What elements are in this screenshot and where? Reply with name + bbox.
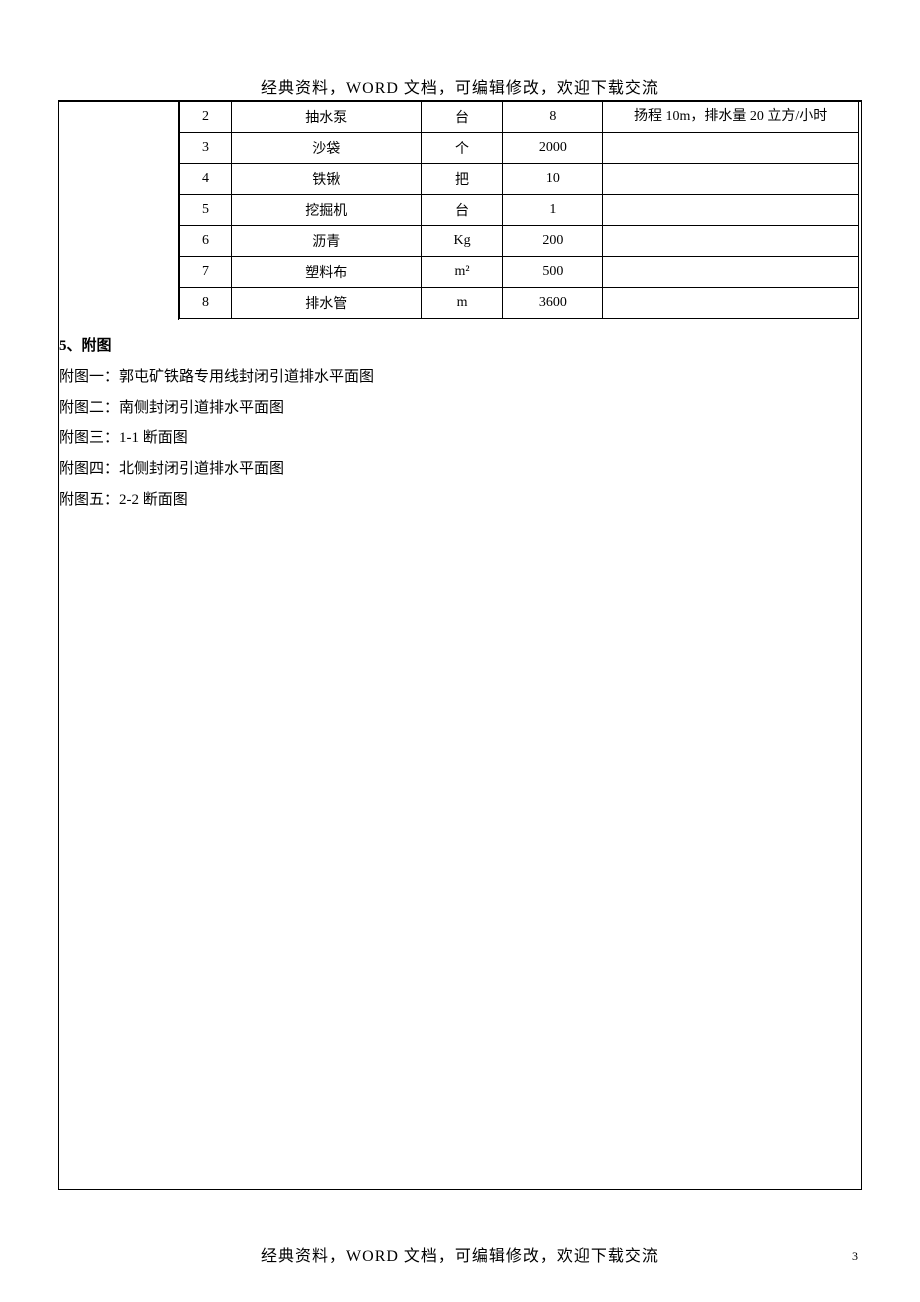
cell-note <box>603 133 859 164</box>
attachment-line: 附图一：郭屯矿铁路专用线封闭引道排水平面图 <box>59 362 861 393</box>
cell-idx: 3 <box>180 133 232 164</box>
cell-idx: 6 <box>180 226 232 257</box>
table-row: 7 塑料布 m² 500 <box>180 257 859 288</box>
cell-name: 塑料布 <box>231 257 421 288</box>
table-left-stub <box>58 102 179 320</box>
cell-qty: 1 <box>503 195 603 226</box>
table-row: 4 铁锹 把 10 <box>180 164 859 195</box>
cell-note <box>603 288 859 319</box>
cell-note: 扬程 10m，排水量 20 立方/小时 <box>603 102 859 133</box>
attachment-line: 附图四：北侧封闭引道排水平面图 <box>59 454 861 485</box>
table-row: 8 排水管 m 3600 <box>180 288 859 319</box>
cell-name: 沙袋 <box>231 133 421 164</box>
table-row: 5 挖掘机 台 1 <box>180 195 859 226</box>
cell-idx: 2 <box>180 102 232 133</box>
cell-unit: 台 <box>421 195 503 226</box>
cell-note <box>603 257 859 288</box>
cell-qty: 8 <box>503 102 603 133</box>
cell-qty: 500 <box>503 257 603 288</box>
body-text: 5、附图 附图一：郭屯矿铁路专用线封闭引道排水平面图 附图二：南侧封闭引道排水平… <box>59 319 861 516</box>
cell-qty: 2000 <box>503 133 603 164</box>
cell-unit: m² <box>421 257 503 288</box>
cell-qty: 200 <box>503 226 603 257</box>
section-heading: 5、附图 <box>59 331 861 362</box>
cell-idx: 5 <box>180 195 232 226</box>
materials-table: 2 抽水泵 台 8 扬程 10m，排水量 20 立方/小时 3 沙袋 个 200… <box>179 102 859 319</box>
cell-note <box>603 195 859 226</box>
cell-idx: 7 <box>180 257 232 288</box>
cell-unit: 把 <box>421 164 503 195</box>
page-header: 经典资料，WORD 文档，可编辑修改，欢迎下载交流 <box>58 74 862 98</box>
materials-table-wrap: 2 抽水泵 台 8 扬程 10m，排水量 20 立方/小时 3 沙袋 个 200… <box>59 102 861 319</box>
cell-name: 挖掘机 <box>231 195 421 226</box>
cell-qty: 10 <box>503 164 603 195</box>
table-row: 6 沥青 Kg 200 <box>180 226 859 257</box>
cell-name: 沥青 <box>231 226 421 257</box>
page-number: 3 <box>852 1249 858 1264</box>
cell-name: 铁锹 <box>231 164 421 195</box>
cell-name: 抽水泵 <box>231 102 421 133</box>
cell-note <box>603 164 859 195</box>
cell-unit: 个 <box>421 133 503 164</box>
attachment-line: 附图三：1-1 断面图 <box>59 423 861 454</box>
cell-unit: 台 <box>421 102 503 133</box>
page-frame: 2 抽水泵 台 8 扬程 10m，排水量 20 立方/小时 3 沙袋 个 200… <box>58 100 862 1190</box>
table-row: 2 抽水泵 台 8 扬程 10m，排水量 20 立方/小时 <box>180 102 859 133</box>
cell-unit: Kg <box>421 226 503 257</box>
cell-idx: 8 <box>180 288 232 319</box>
cell-unit: m <box>421 288 503 319</box>
attachment-line: 附图二：南侧封闭引道排水平面图 <box>59 393 861 424</box>
cell-qty: 3600 <box>503 288 603 319</box>
table-row: 3 沙袋 个 2000 <box>180 133 859 164</box>
cell-note <box>603 226 859 257</box>
cell-idx: 4 <box>180 164 232 195</box>
attachment-line: 附图五：2-2 断面图 <box>59 485 861 516</box>
cell-name: 排水管 <box>231 288 421 319</box>
page-footer: 经典资料，WORD 文档，可编辑修改，欢迎下载交流 <box>0 1242 920 1266</box>
